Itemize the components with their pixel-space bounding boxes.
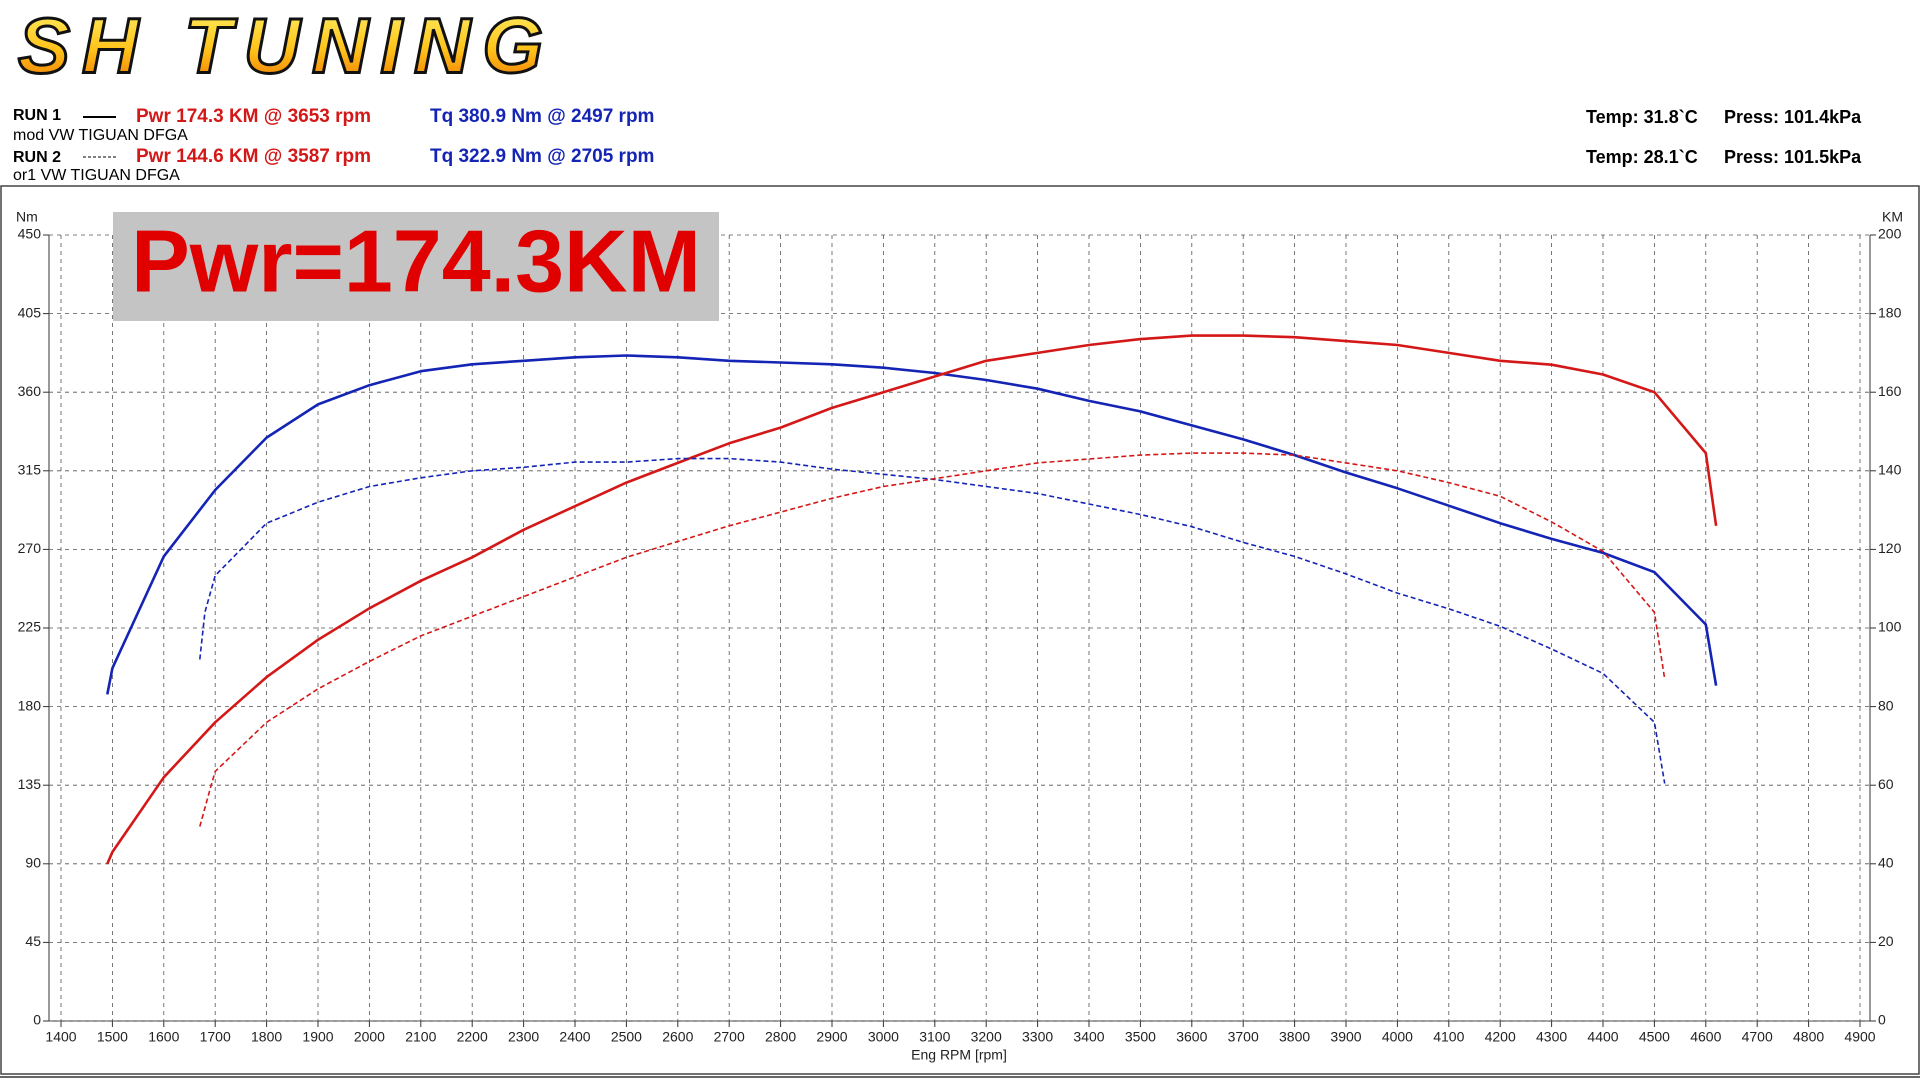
x-tick-label: 2500 [611,1029,642,1045]
x-tick-label: 2700 [714,1029,745,1045]
x-tick-label: 1900 [302,1029,333,1045]
x-tick-label: 3700 [1228,1029,1259,1045]
y2-tick-label: 20 [1878,933,1894,949]
y-tick-label: 45 [25,933,41,949]
run-temp: Temp: 31.8`C [1586,107,1698,127]
x-tick-label: 3900 [1330,1029,1361,1045]
x-tick-label: 2300 [508,1029,539,1045]
x-tick-label: 2800 [765,1029,796,1045]
x-tick-label: 4400 [1587,1029,1618,1045]
series-line [106,334,1718,865]
x-tick-label: 2100 [405,1029,436,1045]
y-tick-label: 90 [25,855,41,871]
logo: SH TUNING [18,2,555,90]
run-torque: Tq 380.9 Nm @ 2497 rpm [430,106,654,127]
y2-tick-label: 200 [1878,226,1902,242]
y-tick-label: 270 [18,540,42,556]
x-tick-label: 4000 [1382,1029,1413,1045]
highlight-box [113,212,719,321]
x-tick-label: 3400 [1073,1029,1104,1045]
run-vehicle: mod VW TIGUAN DFGA [13,127,188,144]
run-power: Pwr 174.3 KM @ 3653 rpm [136,106,371,127]
y-tick-label: 0 [33,1012,41,1028]
x-tick-label: 3100 [919,1029,950,1045]
y2-tick-label: 180 [1878,304,1902,320]
series-line [199,457,1666,784]
run-press: Press: 101.4kPa [1724,107,1862,127]
series-line [106,354,1718,695]
x-tick-label: 1800 [251,1029,282,1045]
x-tick-label: 2000 [354,1029,385,1045]
x-tick-label: 4200 [1485,1029,1516,1045]
y2-tick-label: 100 [1878,619,1902,635]
run-label: RUN 2 [13,149,61,166]
x-tick-label: 1500 [97,1029,128,1045]
y-tick-label: 315 [18,462,42,478]
y-tick-label: 135 [18,776,42,792]
x-tick-label: 1600 [148,1029,179,1045]
y2-tick-label: 120 [1878,540,1902,556]
y2-tick-label: 140 [1878,462,1902,478]
run-torque: Tq 322.9 Nm @ 2705 rpm [430,146,654,167]
x-tick-label: 3200 [971,1029,1002,1045]
run-vehicle: or1 VW TIGUAN DFGA [13,167,180,184]
x-tick-label: 2200 [457,1029,488,1045]
x-tick-label: 3300 [1022,1029,1053,1045]
run-power: Pwr 144.6 KM @ 3587 rpm [136,146,371,167]
y2-axis-title: KM [1882,209,1903,225]
y-tick-label: 450 [18,226,42,242]
x-tick-label: 4100 [1433,1029,1464,1045]
x-tick-label: 3000 [868,1029,899,1045]
y2-tick-label: 80 [1878,697,1894,713]
x-tick-label: 3800 [1279,1029,1310,1045]
x-tick-label: 1400 [45,1029,76,1045]
x-tick-label: 4800 [1793,1029,1824,1045]
y-axis-title: Nm [16,209,38,225]
highlight-text: Pwr=174.3KM [131,211,701,310]
y2-tick-label: 160 [1878,383,1902,399]
plot-frame [0,185,1920,1075]
run-press: Press: 101.5kPa [1724,147,1862,167]
x-tick-label: 4500 [1639,1029,1670,1045]
run-label: RUN 1 [13,107,61,124]
x-tick-label: 3600 [1176,1029,1207,1045]
y2-tick-label: 0 [1878,1012,1886,1028]
y-tick-label: 225 [18,619,42,635]
series-line [199,452,1666,827]
y-tick-label: 405 [18,304,42,320]
x-tick-label: 4900 [1844,1029,1875,1045]
x-tick-label: 1700 [200,1029,231,1045]
y2-tick-label: 40 [1878,855,1894,871]
x-tick-label: 2400 [559,1029,590,1045]
x-axis-title: Eng RPM [rpm] [911,1047,1007,1063]
x-tick-label: 4600 [1690,1029,1721,1045]
x-tick-label: 4300 [1536,1029,1567,1045]
x-tick-label: 4700 [1742,1029,1773,1045]
plot: 1400 1500 1600 1700 1800 1900 2000 2100 2200 2300… [18,226,1902,1045]
y-tick-label: 180 [18,697,42,713]
y-tick-label: 360 [18,383,42,399]
x-tick-label: 2600 [662,1029,693,1045]
x-tick-label: 2900 [816,1029,847,1045]
y2-tick-label: 60 [1878,776,1894,792]
x-tick-label: 3500 [1125,1029,1156,1045]
run-temp: Temp: 28.1`C [1586,147,1698,167]
